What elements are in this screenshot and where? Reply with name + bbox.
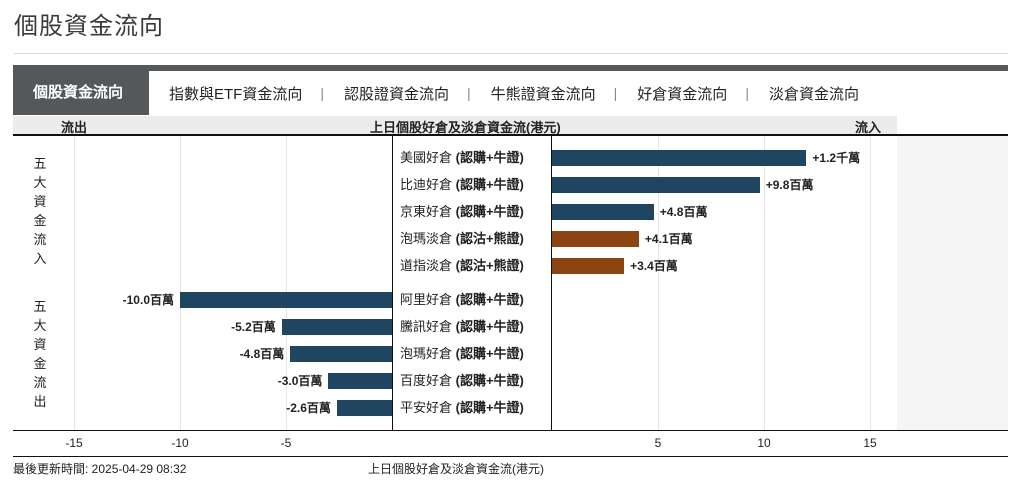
bar-inflow bbox=[552, 258, 625, 274]
product-type: (認購+牛證) bbox=[455, 319, 524, 334]
name-column-left-border bbox=[392, 136, 393, 430]
gridline bbox=[74, 136, 75, 430]
tab-warrant-fund-flow[interactable]: 認股證資金流向 bbox=[343, 85, 449, 103]
tab-short-fund-flow[interactable]: 淡倉資金流向 bbox=[768, 85, 859, 103]
stock-name: 美國好倉 (認購+牛證) bbox=[400, 150, 546, 166]
stock-name: 騰訊好倉 (認購+牛證) bbox=[400, 319, 546, 335]
product-type: (認購+牛證) bbox=[455, 373, 524, 388]
bar-value-label: -2.6百萬 bbox=[286, 401, 331, 415]
bar-inflow bbox=[552, 150, 807, 166]
bar-value-label: -3.0百萬 bbox=[277, 374, 323, 388]
tab-long-fund-flow[interactable]: 好倉資金流向 bbox=[637, 85, 728, 103]
stock-name: 阿里好倉 (認購+牛證) bbox=[400, 292, 546, 308]
stock-name: 百度好倉 (認購+牛證) bbox=[400, 373, 546, 389]
bar-inflow bbox=[552, 231, 639, 247]
bar-outflow bbox=[281, 319, 392, 335]
stock-name: 平安好倉 (認購+牛證) bbox=[400, 400, 546, 416]
stock-name-text: 比迪好倉 bbox=[400, 177, 456, 192]
bar-inflow bbox=[552, 204, 654, 220]
stock-name-text: 京東好倉 bbox=[400, 204, 456, 219]
stock-name: 比迪好倉 (認購+牛證) bbox=[400, 177, 546, 193]
product-type: (認購+牛證) bbox=[455, 150, 524, 165]
tab-separator: | bbox=[320, 85, 324, 101]
x-tick-label: -10 bbox=[171, 436, 189, 450]
title-divider bbox=[14, 53, 1008, 54]
bar-value-label: +9.8百萬 bbox=[765, 178, 814, 192]
bar-outflow bbox=[328, 373, 392, 389]
gridline bbox=[764, 136, 765, 430]
inflow-header: 流入 bbox=[855, 120, 882, 135]
bar-value-label: -10.0百萬 bbox=[122, 293, 174, 307]
tab-separator: | bbox=[745, 85, 749, 101]
product-type: (認購+牛證) bbox=[455, 204, 524, 219]
chart-header: 流出 上日個股好倉及淡倉資金流(港元) 流入 bbox=[13, 116, 897, 135]
bar-value-label: -4.8百萬 bbox=[239, 347, 285, 361]
product-type: (認購+牛證) bbox=[455, 346, 524, 361]
product-type: (認購+牛證) bbox=[455, 400, 524, 415]
chart-right-padding bbox=[897, 136, 1008, 430]
product-type: (認購+牛證) bbox=[455, 177, 524, 192]
header-rule bbox=[13, 134, 1008, 136]
gridline bbox=[286, 136, 287, 430]
gridline bbox=[658, 136, 659, 430]
stock-name-text: 平安好倉 bbox=[400, 400, 456, 415]
stock-name-text: 道指淡倉 bbox=[400, 258, 456, 273]
product-type: (認購+牛證) bbox=[455, 292, 524, 307]
header-blank bbox=[897, 116, 1008, 135]
stock-name: 泡瑪好倉 (認購+牛證) bbox=[400, 346, 546, 362]
product-type: (認沽+熊證) bbox=[455, 231, 524, 246]
stock-name: 道指淡倉 (認沽+熊證) bbox=[400, 258, 546, 274]
chart-header-title: 上日個股好倉及淡倉資金流(港元) bbox=[370, 120, 561, 135]
stock-name-text: 騰訊好倉 bbox=[400, 319, 456, 334]
stock-name-text: 阿里好倉 bbox=[400, 292, 456, 307]
bar-outflow bbox=[290, 346, 392, 362]
stock-name-text: 泡瑪淡倉 bbox=[400, 231, 456, 246]
stock-name-text: 美國好倉 bbox=[400, 150, 456, 165]
footer-rule bbox=[13, 456, 1008, 457]
x-tick-label: 5 bbox=[654, 436, 662, 450]
page-title: 個股資金流向 bbox=[14, 13, 164, 40]
bar-value-label: +4.8百萬 bbox=[659, 205, 708, 219]
tab-separator: | bbox=[467, 85, 471, 101]
bar-value-label: -5.2百萬 bbox=[231, 320, 276, 334]
product-type: (認沽+熊證) bbox=[455, 258, 524, 273]
last-updated: 最後更新時間: 2025-04-29 08:32 bbox=[13, 462, 187, 476]
x-tick-label: -5 bbox=[280, 436, 292, 450]
bar-value-label: +1.2千萬 bbox=[812, 151, 861, 165]
stock-name-text: 泡瑪好倉 bbox=[400, 346, 456, 361]
tab-index-etf-fund-flow[interactable]: 指數與ETF資金流向 bbox=[169, 85, 303, 103]
chart-caption: 上日個股好倉及淡倉資金流(港元) bbox=[368, 462, 544, 476]
tab-bar: 個股資金流向 指數與ETF資金流向 | 認股證資金流向 | 牛熊證資金流向 | … bbox=[13, 65, 1008, 115]
bar-outflow bbox=[180, 292, 392, 308]
bar-value-label: +3.4百萬 bbox=[630, 259, 678, 273]
bar-value-label: +4.1百萬 bbox=[644, 232, 693, 246]
name-column-right-border bbox=[551, 136, 552, 430]
tab-cbbc-fund-flow[interactable]: 牛熊證資金流向 bbox=[490, 85, 596, 103]
tab-stock-fund-flow[interactable]: 個股資金流向 bbox=[13, 65, 149, 115]
stock-name: 京東好倉 (認購+牛證) bbox=[400, 204, 546, 220]
stock-name: 泡瑪淡倉 (認沽+熊證) bbox=[400, 231, 546, 247]
stock-name-text: 百度好倉 bbox=[400, 373, 456, 388]
x-tick-label: -15 bbox=[65, 436, 83, 450]
inflow-group-label: 五大資金流入 bbox=[33, 156, 47, 266]
x-tick-label: 10 bbox=[757, 436, 771, 450]
tab-separator: | bbox=[613, 85, 618, 101]
gridline bbox=[180, 136, 181, 430]
gridline bbox=[870, 136, 871, 430]
bar-inflow bbox=[552, 177, 760, 193]
tab-bar-top-border bbox=[13, 65, 1008, 71]
x-tick-label: 15 bbox=[863, 436, 877, 450]
x-axis-line bbox=[13, 430, 1008, 431]
outflow-header: 流出 bbox=[61, 120, 88, 135]
outflow-group-label: 五大資金流出 bbox=[33, 299, 47, 409]
bar-outflow bbox=[336, 400, 392, 416]
